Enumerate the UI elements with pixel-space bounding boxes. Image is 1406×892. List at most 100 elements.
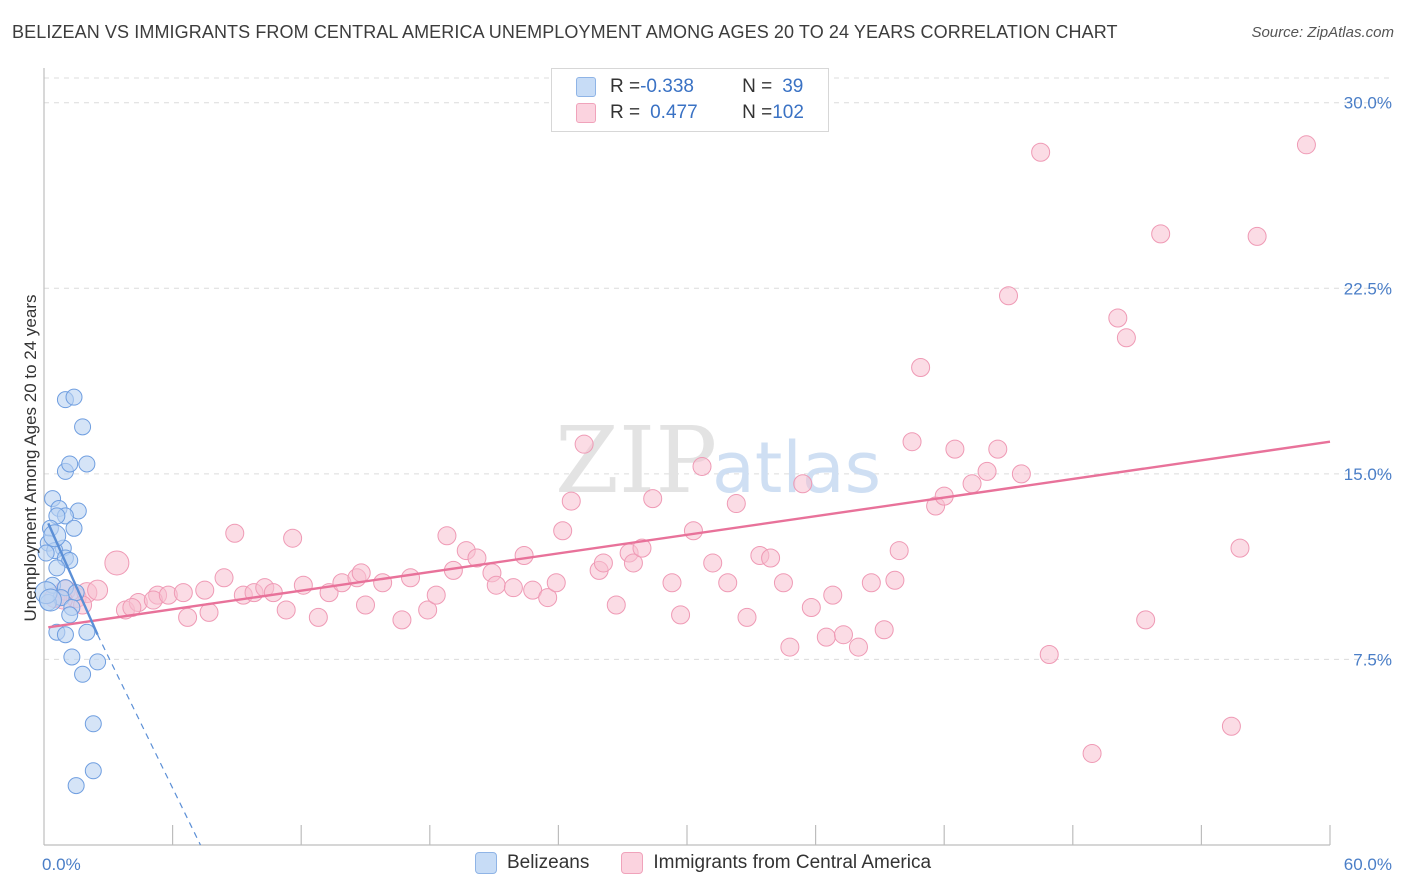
- data-point-immigrants: [801, 597, 821, 617]
- legend-swatch-belizeans: [576, 77, 596, 97]
- data-point-immigrants: [902, 432, 922, 452]
- series-legend: Belizeans Immigrants from Central Americ…: [0, 852, 1406, 874]
- data-point-immigrants: [1082, 743, 1102, 763]
- data-point-immigrants: [195, 580, 215, 600]
- data-point-immigrants: [1108, 308, 1128, 328]
- data-point-immigrants: [276, 600, 296, 620]
- legend-r-label: R =: [610, 76, 641, 97]
- legend-n-value: 39: [782, 76, 804, 97]
- data-point-belizeans: [74, 418, 92, 436]
- data-point-immigrants: [553, 521, 573, 541]
- data-point-immigrants: [418, 600, 438, 620]
- y-axis-label: Unemployment Among Ages 20 to 24 years: [21, 295, 40, 622]
- data-point-immigrants: [737, 607, 757, 627]
- data-point-immigrants: [1221, 716, 1241, 736]
- grid-lines: [44, 77, 1392, 660]
- watermark: ZIP atlas: [555, 407, 881, 514]
- legend-row-belizeans: R = -0.338 N = 39: [576, 75, 803, 99]
- watermark-zip: ZIP: [555, 407, 717, 514]
- y-tick-label: 22.5%: [1344, 279, 1392, 298]
- data-point-immigrants: [503, 578, 523, 598]
- data-point-immigrants: [833, 625, 853, 645]
- data-point-immigrants: [467, 548, 487, 568]
- data-point-immigrants: [683, 521, 703, 541]
- data-point-belizeans: [38, 588, 62, 612]
- data-point-immigrants: [977, 461, 997, 481]
- data-point-immigrants: [999, 286, 1018, 306]
- legend-row-immigrants: R = 0.477 N = 102: [576, 101, 804, 125]
- data-point-immigrants: [848, 637, 868, 657]
- data-point-immigrants: [308, 607, 328, 627]
- data-point-immigrants: [780, 637, 800, 657]
- legend-r-label: R =: [610, 102, 641, 123]
- data-point-immigrants: [514, 546, 534, 566]
- x-tick-label: 60.0%: [1344, 855, 1392, 874]
- legend-label-immigrants: Immigrants from Central America: [653, 852, 932, 873]
- tick-labels: 7.5% 15.0% 22.5% 30.0% 0.0% 60.0%: [42, 94, 1392, 874]
- data-point-immigrants: [1116, 328, 1136, 348]
- data-point-belizeans: [61, 606, 79, 624]
- legend-r-value: -0.338: [640, 76, 694, 97]
- data-point-immigrants: [283, 528, 303, 548]
- data-point-immigrants: [546, 573, 566, 593]
- data-point-immigrants: [1296, 135, 1316, 155]
- data-point-immigrants: [214, 568, 234, 588]
- chart-title: BELIZEAN VS IMMIGRANTS FROM CENTRAL AMER…: [12, 22, 1118, 42]
- data-point-immigrants: [718, 573, 738, 593]
- data-point-immigrants: [606, 595, 626, 615]
- data-point-immigrants: [373, 573, 393, 593]
- data-point-immigrants: [623, 553, 643, 573]
- series-immigrants: [44, 135, 1316, 763]
- data-point-immigrants: [538, 588, 558, 608]
- data-point-immigrants: [988, 439, 1008, 459]
- data-point-belizeans: [65, 519, 83, 537]
- axes: [43, 68, 1331, 846]
- data-point-immigrants: [486, 575, 506, 595]
- y-tick-label: 15.0%: [1344, 465, 1392, 484]
- data-point-belizeans: [37, 544, 55, 562]
- data-point-immigrants: [1031, 142, 1051, 162]
- legend-r-value: 0.477: [650, 102, 698, 123]
- data-point-immigrants: [773, 573, 793, 593]
- data-point-belizeans: [56, 626, 74, 644]
- data-point-immigrants: [1039, 644, 1059, 664]
- data-point-immigrants: [632, 538, 652, 558]
- data-point-immigrants: [874, 620, 894, 640]
- data-point-immigrants: [1011, 464, 1031, 484]
- data-point-immigrants: [351, 563, 371, 583]
- legend-swatch-immigrants: [621, 852, 644, 874]
- data-point-immigrants: [861, 573, 881, 593]
- legend-item-immigrants[interactable]: Immigrants from Central America: [621, 852, 931, 874]
- trend-lines: [47, 440, 1331, 846]
- y-tick-label: 7.5%: [1353, 650, 1392, 669]
- data-point-immigrants: [104, 550, 130, 576]
- data-point-immigrants: [225, 523, 245, 543]
- data-point-belizeans: [74, 665, 92, 683]
- data-point-belizeans: [65, 388, 83, 406]
- data-point-belizeans: [61, 455, 79, 473]
- data-point-immigrants: [401, 568, 421, 588]
- data-point-belizeans: [48, 559, 66, 577]
- trend-line-belizeans: [47, 522, 99, 636]
- data-point-immigrants: [437, 526, 457, 546]
- data-point-immigrants: [593, 553, 613, 573]
- data-point-belizeans: [67, 777, 85, 795]
- data-point-immigrants: [962, 474, 982, 494]
- data-point-immigrants: [885, 570, 905, 590]
- data-point-immigrants: [173, 583, 193, 603]
- data-point-immigrants: [523, 580, 543, 600]
- data-point-immigrants: [1136, 610, 1156, 630]
- trend-line-immigrants: [48, 440, 1331, 629]
- legend-label-belizeans: Belizeans: [506, 852, 590, 873]
- data-point-immigrants: [426, 585, 446, 605]
- data-point-immigrants: [671, 605, 691, 625]
- data-point-immigrants: [1151, 224, 1171, 244]
- legend-n-label: N =: [742, 102, 773, 123]
- data-point-belizeans: [78, 455, 96, 473]
- data-point-immigrants: [1230, 538, 1250, 558]
- correlation-legend: R = -0.338 N = 39 R = 0.477 N = 102: [551, 68, 829, 132]
- data-point-belizeans: [78, 623, 96, 641]
- legend-item-belizeans[interactable]: Belizeans: [474, 852, 590, 874]
- data-point-immigrants: [692, 456, 712, 476]
